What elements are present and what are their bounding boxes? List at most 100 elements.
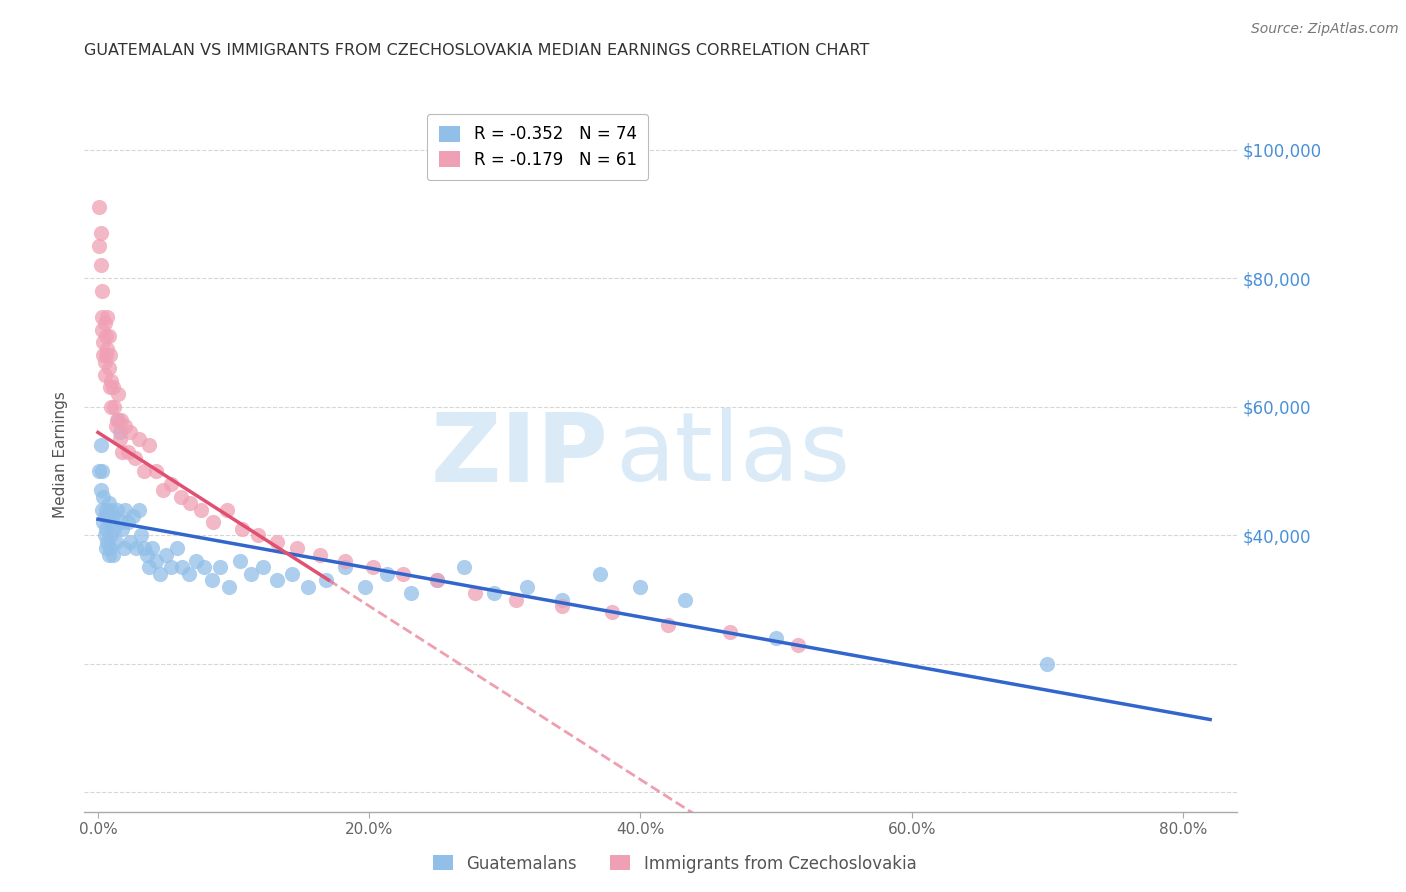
Point [101,380,124,394]
Point [100,528,122,542]
Point [718,624,741,639]
Point [90,258,112,272]
Point [657,618,679,632]
Point [93,368,115,382]
Point [333,560,356,574]
Point [141,541,163,556]
Point [93,348,115,362]
Point [90,483,112,498]
Point [138,438,160,452]
Point [94,522,117,536]
Point [120,425,142,440]
Point [97,496,120,510]
Point [673,592,696,607]
Point [630,580,652,594]
Point [375,566,398,581]
Point [114,419,136,434]
Point [786,638,808,652]
Point [201,574,224,588]
Point [132,541,155,556]
Point [145,464,167,478]
Point [600,606,623,620]
Point [132,464,155,478]
Point [231,522,253,536]
Point [93,508,115,523]
Legend: Guatemalans, Immigrants from Czechoslovakia: Guatemalans, Immigrants from Czechoslova… [426,848,924,880]
Point [125,541,148,556]
Point [94,329,117,343]
Point [100,400,122,414]
Point [309,548,332,562]
Point [93,335,115,350]
Point [89,239,111,253]
Point [160,476,183,491]
Point [89,201,111,215]
Point [184,554,207,568]
Point [246,528,269,542]
Point [515,580,537,594]
Point [482,586,505,600]
Point [333,554,356,568]
Point [155,548,177,562]
Point [91,502,114,516]
Point [589,566,612,581]
Point [179,496,201,510]
Point [252,560,274,574]
Point [120,534,142,549]
Point [166,541,188,556]
Point [193,560,215,574]
Point [91,310,114,324]
Point [114,502,136,516]
Point [426,574,449,588]
Point [464,586,486,600]
Point [96,342,118,356]
Point [93,316,115,330]
Point [111,522,134,536]
Point [218,580,240,594]
Point [91,464,114,478]
Point [426,574,449,588]
Point [453,560,475,574]
Point [128,432,150,446]
Point [505,592,527,607]
Point [105,502,128,516]
Point [177,566,200,581]
Point [138,560,160,574]
Point [98,348,121,362]
Point [96,310,118,324]
Point [97,548,120,562]
Point [100,374,122,388]
Point [96,508,118,523]
Point [105,412,128,426]
Point [97,329,120,343]
Point [98,516,121,530]
Point [91,284,114,298]
Point [117,444,139,458]
Point [1036,657,1059,671]
Point [97,361,120,376]
Y-axis label: Median Earnings: Median Earnings [53,392,69,518]
Point [103,400,125,414]
Point [285,541,308,556]
Point [110,412,132,426]
Point [169,490,191,504]
Point [145,554,167,568]
Point [93,528,115,542]
Point [354,580,377,594]
Point [215,502,238,516]
Point [100,502,122,516]
Point [98,541,121,556]
Point [93,354,115,368]
Point [297,580,319,594]
Point [104,534,127,549]
Point [94,348,117,362]
Point [149,566,172,581]
Point [361,560,384,574]
Point [93,490,115,504]
Point [122,508,145,523]
Point [399,586,422,600]
Point [190,502,212,516]
Point [266,574,288,588]
Point [266,534,288,549]
Text: atlas: atlas [614,409,849,501]
